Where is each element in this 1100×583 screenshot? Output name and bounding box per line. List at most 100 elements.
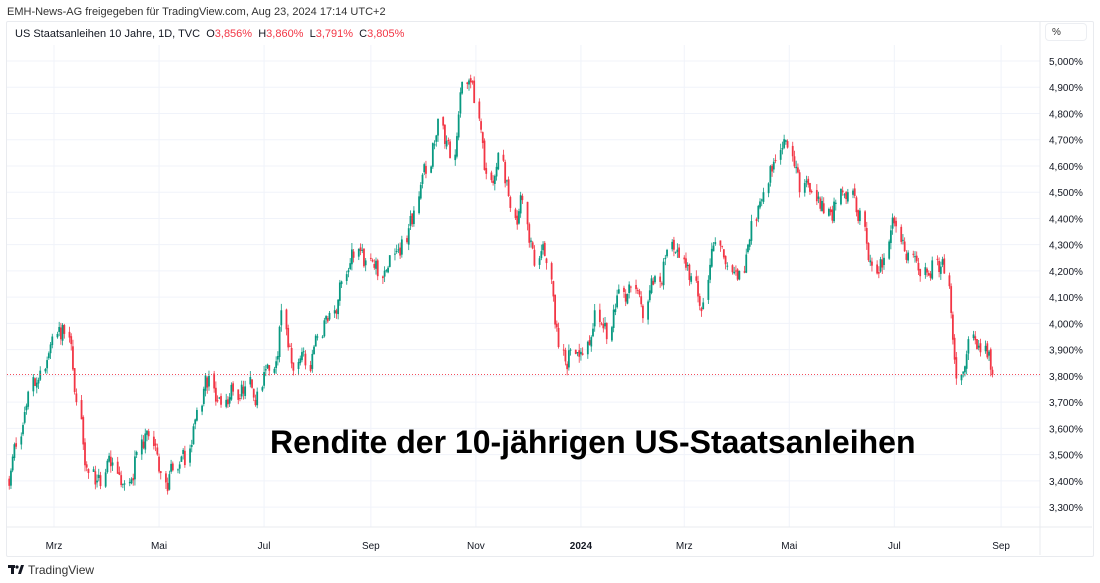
tradingview-brand[interactable]: TradingView: [8, 563, 94, 577]
candle-body: [156, 447, 159, 455]
candle-body: [289, 345, 291, 347]
candle-body: [779, 150, 782, 160]
candle-body: [395, 250, 398, 252]
candle-body: [142, 441, 145, 448]
candle-body: [27, 391, 30, 407]
candle-body: [304, 353, 307, 366]
candle-body: [614, 309, 617, 313]
candle-body: [232, 383, 234, 392]
candle-body: [225, 399, 228, 407]
candle-body: [10, 470, 12, 486]
candle-body: [821, 200, 823, 212]
x-tick-label: Jul: [888, 541, 901, 552]
candle-body: [82, 417, 85, 445]
candle-body: [275, 361, 278, 369]
candle-body: [797, 167, 799, 173]
y-tick-label: 4,600%: [1049, 162, 1083, 173]
candle-body: [466, 82, 469, 85]
candle-body: [903, 241, 906, 252]
candle-body: [697, 281, 699, 297]
y-tick-label: 3,300%: [1049, 503, 1083, 514]
open-value: 3,856%: [214, 28, 253, 40]
candle-body: [988, 351, 990, 356]
candle-body: [480, 121, 482, 130]
candle-body: [755, 219, 758, 221]
candle-body: [364, 260, 367, 266]
candle-body: [80, 400, 83, 420]
candle-body: [493, 176, 496, 184]
candle-body: [678, 247, 680, 258]
candle-body: [611, 327, 613, 341]
candle-body: [869, 260, 872, 263]
close-label: C: [359, 28, 368, 40]
candle-body: [915, 255, 918, 262]
candle-body: [278, 326, 281, 357]
candle-body: [819, 198, 822, 209]
candle-body: [893, 217, 896, 224]
chart-title: Rendite der 10-jährigen US-Staatsanleihe…: [270, 424, 916, 460]
candle-body: [144, 433, 147, 450]
y-tick-label: 3,400%: [1049, 477, 1083, 488]
open-label: O: [206, 28, 215, 40]
candle-body: [695, 276, 698, 281]
candle-body: [449, 141, 451, 159]
candle-body: [268, 365, 271, 371]
symbol-name[interactable]: US Staatsanleihen 10 Jahre, 1D, TVC: [15, 28, 201, 40]
candle-body: [443, 124, 446, 144]
candle-body: [61, 324, 64, 341]
candle-body: [712, 245, 715, 252]
candle-body: [276, 356, 279, 360]
candle-body: [75, 393, 78, 403]
candle-body: [683, 257, 686, 260]
candle-body: [11, 456, 14, 471]
candle-body: [951, 314, 954, 340]
candle-body: [714, 242, 717, 245]
candle-body: [237, 389, 240, 400]
candle-body: [400, 239, 403, 255]
symbol-legend: US Staatsanleihen 10 Jahre, 1D, TVC O3,8…: [15, 28, 404, 40]
candle-body: [264, 369, 267, 371]
candle-body: [84, 442, 86, 466]
candle-body: [23, 412, 26, 423]
candle-body: [509, 197, 512, 208]
candle-body: [388, 255, 391, 267]
candle-body: [297, 362, 300, 369]
candle-body: [116, 461, 119, 474]
candle-body: [309, 364, 312, 371]
candle-body: [337, 299, 340, 315]
candle-body: [666, 249, 668, 257]
candle-body: [674, 251, 677, 253]
candle-body: [478, 101, 481, 119]
candle-body: [676, 249, 679, 252]
candle-body: [230, 384, 233, 400]
scale-unit-button[interactable]: %: [1045, 23, 1087, 41]
chart-pane[interactable]: [6, 21, 1094, 557]
candle-body: [183, 450, 186, 466]
candle-body: [363, 248, 365, 267]
candle-body: [357, 248, 360, 257]
candle-body: [44, 368, 47, 372]
candle-body: [483, 140, 486, 170]
candle-body: [39, 370, 42, 380]
candle-body: [194, 419, 197, 425]
candle-body: [352, 251, 355, 258]
x-tick-label: Mrz: [46, 541, 63, 552]
candle-body: [702, 302, 705, 310]
candle-body: [771, 165, 773, 172]
candle-body: [805, 180, 808, 183]
candle-body: [473, 80, 476, 103]
candle-body: [917, 262, 920, 271]
candle-body: [590, 337, 593, 347]
candle-body: [902, 239, 904, 241]
candle-body: [325, 316, 327, 320]
candle-body: [757, 205, 760, 219]
candle-body: [411, 213, 414, 225]
candle-body: [889, 230, 892, 244]
share-header: EMH-News-AG freigegeben für TradingView.…: [7, 6, 386, 18]
candle-body: [287, 327, 290, 348]
candle-body: [550, 263, 553, 280]
candle-body: [748, 239, 751, 247]
candle-body: [626, 293, 629, 304]
candle-body: [964, 366, 966, 373]
